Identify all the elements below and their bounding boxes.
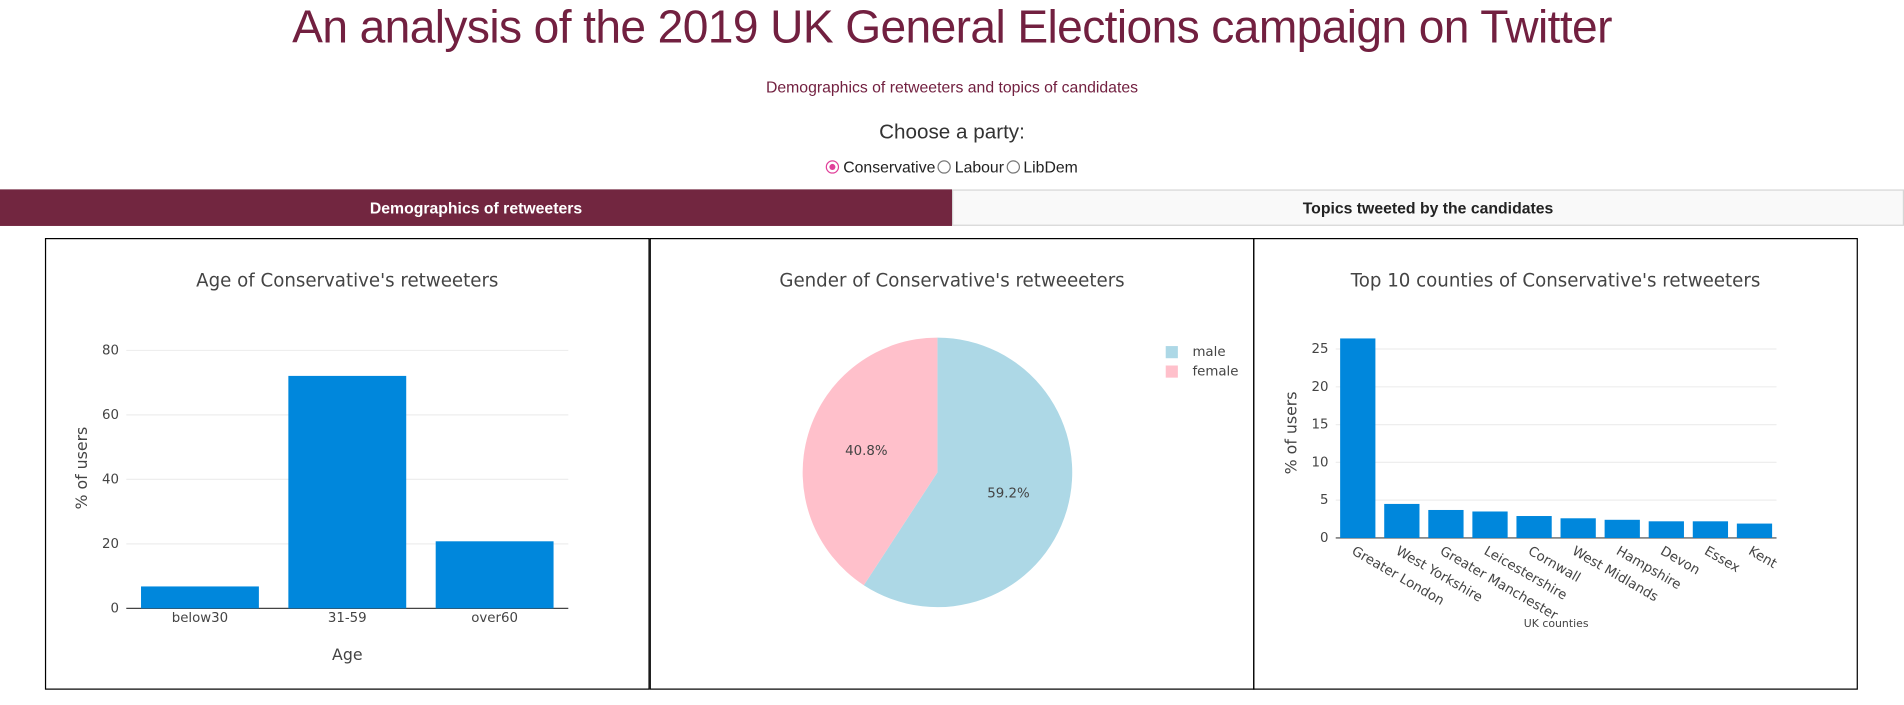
radio-button[interactable] <box>826 160 840 174</box>
bar <box>1736 523 1773 538</box>
party-radio-group: Conservative Labour LibDem <box>0 158 1904 176</box>
bar <box>1428 509 1464 538</box>
x-tick-label: 31-59 <box>328 611 367 626</box>
pie-slice <box>863 337 1073 608</box>
y-tick-label: 40 <box>102 472 119 487</box>
y-tick-label: 15 <box>1311 418 1328 433</box>
y-tick-label: 80 <box>102 343 119 358</box>
party-option-label[interactable]: Labour <box>954 157 1004 177</box>
tab[interactable]: Topics tweeted by the candidates <box>952 189 1904 226</box>
x-tick-label: Essex <box>1702 544 1743 576</box>
y-tick-label: 0 <box>1320 531 1328 546</box>
bar <box>1516 516 1552 538</box>
x-tick-label: below30 <box>172 611 228 626</box>
y-tick-label: 60 <box>102 408 119 423</box>
bar <box>1384 503 1420 538</box>
y-tick-label: 10 <box>1311 455 1328 470</box>
legend-swatch <box>1165 365 1178 378</box>
bar <box>1340 338 1376 538</box>
bar <box>141 586 259 609</box>
x-tick-label: Kent <box>1746 544 1779 572</box>
slice-label: 40.8% <box>845 444 887 459</box>
radio-button[interactable] <box>1006 160 1020 174</box>
chart-title: Age of Conservative's retweeters <box>196 271 498 292</box>
legend-label: female <box>1192 365 1238 380</box>
chart-panel <box>1253 238 1858 690</box>
party-option[interactable]: Labour <box>937 157 1004 177</box>
page-title: An analysis of the 2019 UK General Elect… <box>292 2 1612 54</box>
bar <box>288 375 407 609</box>
y-axis-title: % of users <box>72 427 91 510</box>
bar <box>1560 518 1596 538</box>
y-tick-label: 20 <box>1311 380 1328 395</box>
pie-slice <box>802 337 938 586</box>
party-option[interactable]: Conservative <box>826 158 935 176</box>
party-option[interactable]: LibDem <box>1006 157 1078 177</box>
x-axis-title: Age <box>332 645 363 664</box>
tab-bar: Demographics of retweeters Topics tweeted… <box>0 189 1904 226</box>
bar <box>1604 519 1640 538</box>
y-tick-label: 5 <box>1320 493 1328 508</box>
chart-panel <box>44 238 650 690</box>
party-option-label[interactable]: Conservative <box>843 157 936 177</box>
party-label: Choose a party: <box>879 120 1025 144</box>
legend-label: male <box>1192 345 1225 360</box>
y-axis-title: % of users <box>1282 391 1301 474</box>
page-subtitle: Demographics of retweeters and topics of… <box>765 77 1139 96</box>
y-tick-label: 0 <box>111 601 120 616</box>
chart-title: Gender of Conservative's retweeeters <box>779 271 1124 292</box>
slice-label: 59.2% <box>987 486 1029 501</box>
bar <box>1692 521 1729 538</box>
party-option-label[interactable]: LibDem <box>1023 157 1078 177</box>
x-tick-label: over60 <box>471 611 518 626</box>
bar <box>435 541 554 609</box>
x-axis-title: UK counties <box>1524 617 1589 630</box>
bar <box>1648 521 1684 538</box>
radio-button[interactable] <box>937 160 952 174</box>
tab[interactable]: Demographics of retweeters <box>0 189 953 226</box>
legend-swatch <box>1165 346 1178 359</box>
chart-title: Top 10 counties of Conservative's retwee… <box>1350 271 1761 292</box>
y-tick-label: 20 <box>102 537 119 552</box>
y-tick-label: 25 <box>1311 342 1328 357</box>
bar <box>1472 511 1508 538</box>
